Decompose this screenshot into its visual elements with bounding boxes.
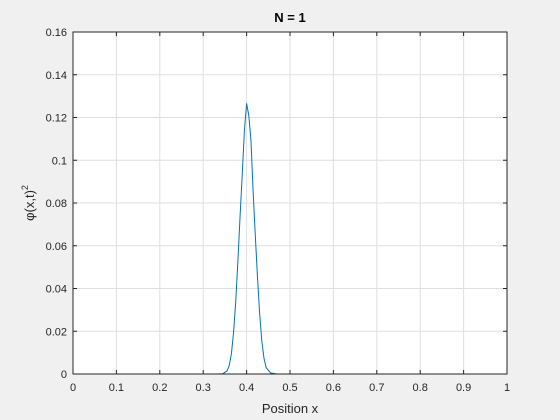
y-tick-label: 0.02	[46, 326, 67, 338]
x-tick-label: 0.9	[456, 382, 471, 394]
y-tick-label: 0.06	[46, 241, 67, 253]
y-tick-label: 0	[61, 369, 67, 381]
y-tick-labels: 0 0.02 0.04 0.06 0.08 0.1 0.12 0.14 0.16	[46, 27, 67, 381]
x-tick-label: 0.3	[196, 382, 211, 394]
x-tick-label: 0.4	[239, 382, 254, 394]
x-tick-label: 0	[70, 382, 76, 394]
y-tick-label: 0.16	[46, 27, 67, 39]
y-tick-label: 0.04	[46, 284, 67, 296]
y-axis-label-superscript: 2	[20, 185, 30, 190]
x-tick-label: 0.7	[369, 382, 384, 394]
y-tick-label: 0.08	[46, 198, 67, 210]
x-tick-label: 0.8	[413, 382, 428, 394]
chart-title: N = 1	[274, 10, 305, 25]
x-tick-label: 1	[504, 382, 510, 394]
x-tick-labels: 0 0.1 0.2 0.3 0.4 0.5 0.6 0.7 0.8 0.9 1	[70, 382, 510, 394]
y-axis-label: φ(x,t)2	[20, 185, 37, 221]
x-tick-label: 0.2	[152, 382, 167, 394]
y-axis-label-main: φ(x,t)	[22, 190, 37, 221]
x-axis-label: Position x	[262, 401, 319, 416]
x-tick-label: 0.1	[109, 382, 124, 394]
y-tick-label: 0.12	[46, 113, 67, 125]
y-tick-label: 0.14	[46, 70, 67, 82]
y-tick-label: 0.1	[52, 155, 67, 167]
x-tick-label: 0.5	[282, 382, 297, 394]
x-tick-label: 0.6	[326, 382, 341, 394]
